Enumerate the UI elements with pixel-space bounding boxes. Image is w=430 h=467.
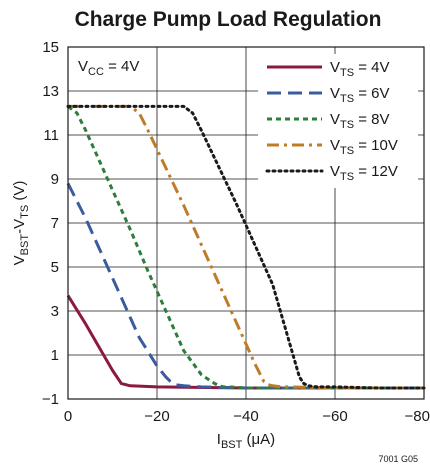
x-tick-label: −20 [144, 408, 169, 425]
y-tick-label: 1 [51, 347, 59, 364]
legend: VTS = 4V VTS = 6V VTS = 8V VTS = 10V VTS = 1… [258, 54, 418, 188]
vcc-annotation-text: VCC = 4V [78, 58, 139, 78]
vcc-annotation: VCC = 4V [72, 52, 154, 78]
legend-entry: VTS = 8V [330, 111, 390, 131]
x-tick-label: −40 [233, 408, 258, 425]
y-tick-label: 3 [51, 303, 59, 320]
y-tick-label: 9 [51, 171, 59, 188]
y-tick-label: 11 [43, 127, 59, 144]
y-tick-label: 15 [42, 39, 59, 56]
figure-code: 7001 G05 [378, 454, 418, 464]
series-line [66, 104, 426, 390]
y-tick-label: 7 [51, 215, 59, 232]
series-line [66, 182, 424, 390]
x-tick-label: 0 [64, 408, 72, 425]
y-tick-label: 13 [42, 83, 59, 100]
legend-background [258, 54, 418, 188]
legend-entry: VTS = 6V [330, 85, 390, 105]
plot-frame [67, 46, 425, 400]
y-tick-label: 5 [51, 259, 59, 276]
legend-entry: VTS = 12V [330, 163, 398, 183]
x-axis-ticks: 0 −20 −40 −60 −80 [64, 408, 430, 425]
chart-title: Charge Pump Load Regulation [75, 8, 382, 31]
y-tick-label: −1 [42, 391, 59, 408]
legend-entry: VTS = 10V [330, 137, 398, 157]
series-group [66, 104, 426, 390]
annotation-background [72, 52, 154, 78]
legend-entry: VTS = 4V [330, 59, 390, 79]
series-line [67, 105, 424, 390]
x-tick-label: −60 [322, 408, 347, 425]
x-axis-label: IBST (μA) [217, 431, 275, 451]
y-axis-label: VBST-VTS (V) [11, 181, 31, 266]
x-tick-label: −80 [405, 408, 430, 425]
